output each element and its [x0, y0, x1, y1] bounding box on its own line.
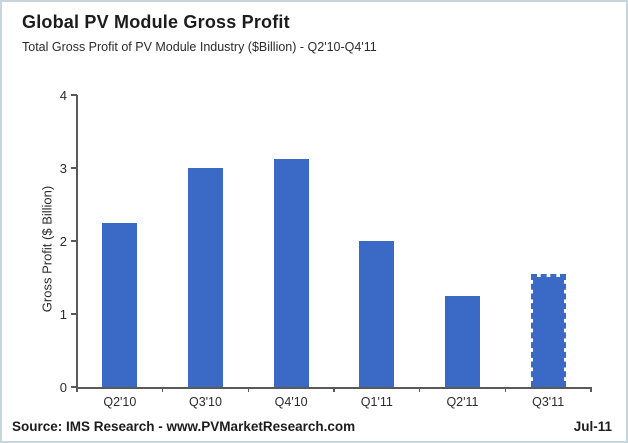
plot-area: 0 1 2 3 4 Q2'10 Q3'10 Q4'10 Q1'11 Q2'11 Q3'11 — [60, 89, 592, 409]
x-tick-mark — [161, 387, 164, 392]
bar — [273, 159, 309, 387]
x-tick-mark — [418, 387, 421, 392]
y-tick-mark — [71, 94, 77, 96]
y-tick-label: 2 — [59, 234, 67, 249]
chart-title: Global PV Module Gross Profit — [22, 12, 290, 32]
x-tick-mark — [247, 387, 250, 392]
chart-subtitle: Total Gross Profit of PV Module Industry… — [22, 40, 377, 54]
y-tick-mark — [71, 240, 77, 242]
y-tick-label: 1 — [59, 307, 67, 322]
x-category-label: Q3'11 — [532, 395, 565, 409]
bar — [530, 273, 566, 387]
x-category-label: Q2'10 — [103, 395, 137, 409]
y-tick-mark — [71, 386, 77, 388]
x-tick-mark — [504, 387, 507, 392]
y-tick-mark — [71, 167, 77, 169]
bar — [445, 295, 480, 387]
source-text: Source: IMS Research - www.PVMarketResea… — [12, 419, 356, 434]
bar — [188, 168, 223, 387]
y-axis-title: Gross Profit ($ Billion) — [39, 185, 55, 313]
x-tick-mark — [76, 387, 78, 392]
x-category-label: Q2'11 — [446, 395, 479, 409]
date-label: Jul-11 — [573, 419, 612, 434]
chart-footer: Source: IMS Research - www.PVMarketResea… — [12, 419, 612, 434]
x-category-label: Q1'11 — [360, 395, 393, 409]
x-tick-mark — [590, 387, 592, 392]
y-tick-label: 3 — [59, 161, 67, 176]
bar — [359, 241, 395, 387]
x-category-label: Q4'10 — [274, 395, 308, 409]
x-tick-mark — [333, 387, 335, 392]
x-category-label: Q3'10 — [189, 395, 222, 409]
y-tick-label: 0 — [59, 380, 67, 395]
chart-header: Global PV Module Gross Profit Total Gros… — [22, 12, 616, 54]
y-tick-label: 4 — [59, 88, 67, 103]
bar — [102, 222, 138, 387]
y-tick-mark — [71, 313, 77, 315]
